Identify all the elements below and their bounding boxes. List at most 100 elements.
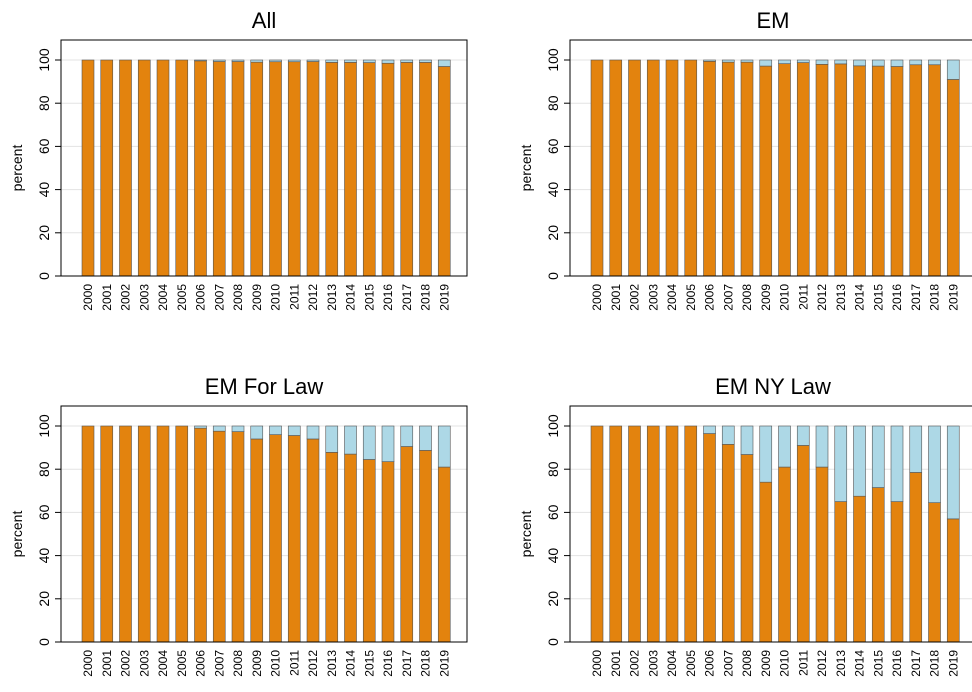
bar-segment: [759, 65, 773, 277]
x-tick-label: 2006: [194, 650, 208, 677]
x-tick-label: 2019: [946, 284, 960, 311]
y-tick-label: 100: [545, 48, 561, 72]
bar-segment: [703, 433, 716, 643]
bar-segment: [871, 425, 885, 488]
x-tick-label: 2004: [665, 650, 679, 677]
x-tick-label: 2014: [344, 650, 358, 677]
bar-segment: [419, 59, 432, 63]
x-tick-label: 2002: [119, 650, 133, 677]
bar-segment: [609, 59, 623, 277]
bar-segment: [928, 64, 941, 277]
bar-segment: [419, 450, 432, 643]
bar-segment: [703, 59, 716, 62]
y-tick-label: 0: [36, 272, 52, 280]
x-tick-label: 2010: [269, 650, 283, 677]
y-tick-label: 0: [36, 638, 52, 646]
x-tick-label: 2018: [419, 650, 433, 677]
bar-segment: [740, 59, 754, 63]
bar-segment: [759, 59, 773, 67]
bar-segment: [306, 438, 320, 643]
x-tick-label: 2009: [759, 284, 773, 311]
y-tick-label: 80: [36, 95, 52, 111]
bar-segment: [137, 425, 151, 643]
x-tick-label: 2011: [796, 284, 810, 310]
x-tick-label: 2008: [740, 650, 754, 677]
bar-segment: [400, 59, 414, 63]
x-tick-label: 2017: [400, 650, 414, 677]
x-tick-label: 2016: [890, 284, 904, 311]
bar-segment: [871, 487, 885, 643]
bar-segment: [590, 59, 604, 277]
bar-segment: [362, 425, 376, 460]
bar-segment: [590, 425, 604, 643]
bar-segment: [815, 59, 829, 65]
x-tick-label: 2011: [287, 650, 301, 676]
x-tick-label: 2006: [703, 284, 717, 311]
x-tick-label: 2002: [628, 284, 642, 311]
bar-segment: [119, 59, 132, 277]
bar-segment: [306, 59, 320, 62]
x-tick-label: 2006: [703, 650, 717, 677]
chart-panel-4: 2000 2001 2002 2003 2004 2005 2006 2007 2008 2009…: [518, 374, 972, 677]
bar-segment: [212, 61, 226, 277]
bar-segment: [156, 59, 170, 277]
bar-segment: [400, 446, 414, 643]
bar-segment: [628, 59, 641, 277]
bar-segment: [928, 425, 941, 503]
x-tick-label: 2009: [759, 650, 773, 677]
x-tick-label: 2013: [834, 284, 848, 311]
bar-segment: [684, 425, 698, 643]
bar-segment: [437, 466, 451, 643]
bar-segment: [194, 59, 207, 62]
bar-segment: [815, 64, 829, 277]
chart-panel-2: 2000 2001 2002 2003 2004 2005 2006 2007 2008 2009…: [518, 8, 972, 311]
x-tick-label: 2008: [231, 284, 245, 311]
y-tick-label: 20: [36, 591, 52, 607]
x-tick-label: 2003: [646, 650, 660, 677]
x-tick-label: 2003: [137, 650, 151, 677]
x-tick-label: 2001: [609, 650, 623, 677]
bar-segment: [194, 60, 207, 277]
bar-segment: [362, 459, 376, 643]
x-tick-label: 2007: [721, 650, 735, 677]
y-tick-label: 40: [545, 548, 561, 564]
x-tick-label: 2010: [778, 284, 792, 311]
y-tick-label: 80: [36, 461, 52, 477]
bar-segment: [759, 481, 773, 643]
x-tick-label: 2002: [119, 284, 133, 311]
bar-segment: [909, 425, 923, 473]
bar-segment: [194, 425, 207, 429]
y-tick-label: 40: [545, 182, 561, 198]
bar-segment: [853, 65, 866, 277]
x-tick-label: 2004: [665, 284, 679, 311]
bar-segment: [684, 59, 698, 277]
x-tick-label: 2001: [100, 650, 114, 677]
bar-segment: [381, 62, 395, 277]
y-tick-label: 100: [36, 48, 52, 72]
bar-segment: [815, 466, 829, 643]
x-tick-label: 2012: [815, 650, 829, 677]
x-tick-label: 2012: [815, 284, 829, 311]
bar-segment: [721, 425, 735, 445]
bar-segment: [344, 59, 357, 63]
x-tick-label: 2014: [344, 284, 358, 311]
y-axis-label: percent: [9, 511, 25, 558]
bar-segment: [287, 435, 301, 643]
bar-segment: [946, 518, 960, 643]
chart-title: EM For Law: [205, 374, 324, 399]
bar-segment: [909, 64, 923, 277]
y-tick-label: 0: [545, 638, 561, 646]
bar-segment: [362, 62, 376, 277]
bar-segment: [344, 62, 357, 277]
chart-panel-1: 2000 2001 2002 2003 2004 2005 2006 2007 2008 2009…: [9, 8, 468, 311]
bar-segment: [796, 62, 810, 277]
bar-segment: [890, 501, 904, 643]
bar-segment: [815, 425, 829, 468]
bar-segment: [946, 79, 960, 277]
bar-segment: [628, 425, 641, 643]
chart-title: All: [252, 8, 276, 33]
x-tick-label: 2018: [419, 284, 433, 311]
bar-segment: [381, 59, 395, 64]
bar-segment: [250, 425, 264, 440]
